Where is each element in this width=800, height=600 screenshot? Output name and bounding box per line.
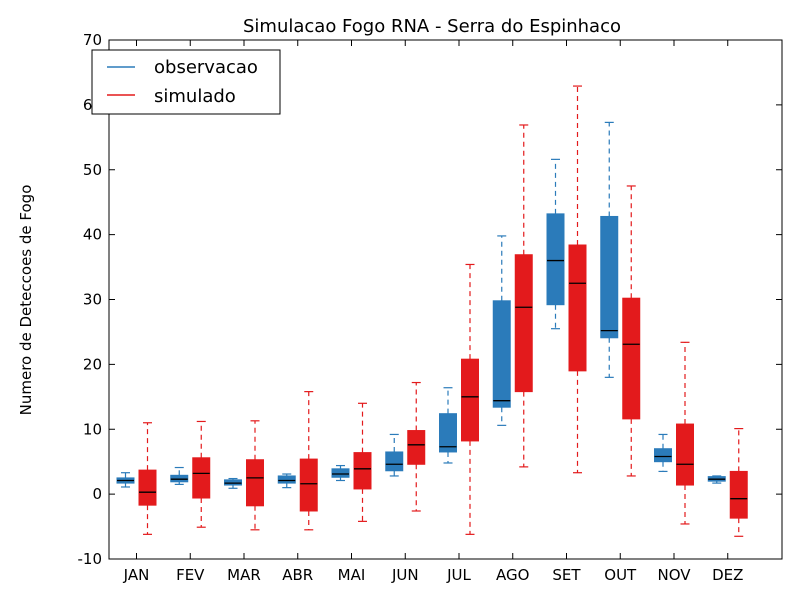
box-observacao-MAI	[331, 464, 350, 482]
box-body	[676, 423, 694, 486]
box-body	[385, 451, 404, 472]
x-tick-label: MAI	[338, 566, 366, 584]
box-simulado-NOV	[676, 341, 694, 525]
box-observacao-JUN	[385, 433, 404, 477]
x-tick-label: DEZ	[712, 566, 743, 584]
box-observacao-FEV	[170, 466, 189, 485]
box-simulado-ABR	[299, 391, 318, 531]
box-body	[353, 452, 372, 490]
box-body	[192, 457, 211, 499]
x-tick-label: SET	[552, 566, 581, 584]
box-observacao-ABR	[277, 473, 296, 489]
box-body	[277, 475, 296, 484]
box-observacao-AGO	[492, 235, 511, 426]
box-simulado-JUL	[461, 263, 479, 535]
box-body	[622, 297, 641, 420]
box-body	[568, 244, 587, 372]
box-simulado-SET	[568, 85, 587, 474]
box-simulado-AGO	[514, 124, 533, 468]
box-body	[299, 458, 318, 512]
box-observacao-DEZ	[707, 475, 726, 484]
box-simulado-JAN	[138, 422, 157, 535]
box-body	[546, 213, 565, 306]
x-tick-label: OUT	[604, 566, 637, 584]
x-tick-label: MAR	[227, 566, 261, 584]
y-tick-label: 70	[83, 31, 102, 49]
box-body	[246, 459, 264, 507]
box-observacao-SET	[546, 158, 565, 330]
box-body	[654, 448, 672, 463]
x-tick-label: JAN	[123, 566, 150, 584]
y-tick-label: 20	[83, 355, 102, 373]
x-tick-label: ABR	[282, 566, 313, 584]
x-axis: JAN FEV MAR ABR MAI JUN JUL AGO SET OUT NOV DEZ	[123, 40, 743, 584]
box-body	[729, 470, 748, 519]
box-simulado-MAR	[246, 420, 264, 531]
x-tick-label: JUN	[391, 566, 419, 584]
box-observacao-JAN	[116, 472, 135, 488]
box-observacao-NOV	[654, 433, 672, 473]
legend-box	[91, 49, 281, 115]
box-body	[600, 215, 619, 339]
y-tick-label: 50	[83, 161, 102, 179]
box-body	[331, 468, 350, 478]
box-observacao-JUL	[439, 387, 457, 464]
y-tick-label: 30	[83, 291, 102, 309]
box-body	[461, 358, 479, 442]
plot-area	[116, 85, 748, 537]
box-simulado-OUT	[622, 185, 641, 477]
x-tick-label: NOV	[657, 566, 691, 584]
box-simulado-MAI	[353, 402, 372, 522]
box-body	[407, 430, 426, 465]
box-simulado-FEV	[192, 420, 211, 528]
chart-title: Simulacao Fogo RNA - Serra do Espinhaco	[243, 16, 621, 37]
box-body	[514, 254, 533, 393]
x-tick-label: JUL	[446, 566, 471, 584]
y-tick-label: 40	[83, 226, 102, 244]
legend-label-observacao: observacao	[154, 57, 258, 78]
box-simulado-DEZ	[729, 428, 748, 537]
legend: observacao simulado	[91, 49, 281, 115]
box-observacao-MAR	[224, 477, 242, 489]
y-axis-label: Numero de Deteccoes de Fogo	[17, 185, 35, 416]
y-tick-label: 10	[83, 420, 102, 438]
box-body	[439, 413, 457, 453]
legend-label-simulado: simulado	[154, 86, 236, 107]
box-body	[492, 300, 511, 408]
box-observacao-OUT	[600, 121, 619, 378]
box-simulado-JUN	[407, 381, 426, 512]
y-tick-label: -10	[78, 550, 103, 568]
x-tick-label: AGO	[496, 566, 529, 584]
y-tick-label: 0	[92, 485, 102, 503]
x-tick-label: FEV	[176, 566, 205, 584]
box-body	[138, 469, 157, 506]
